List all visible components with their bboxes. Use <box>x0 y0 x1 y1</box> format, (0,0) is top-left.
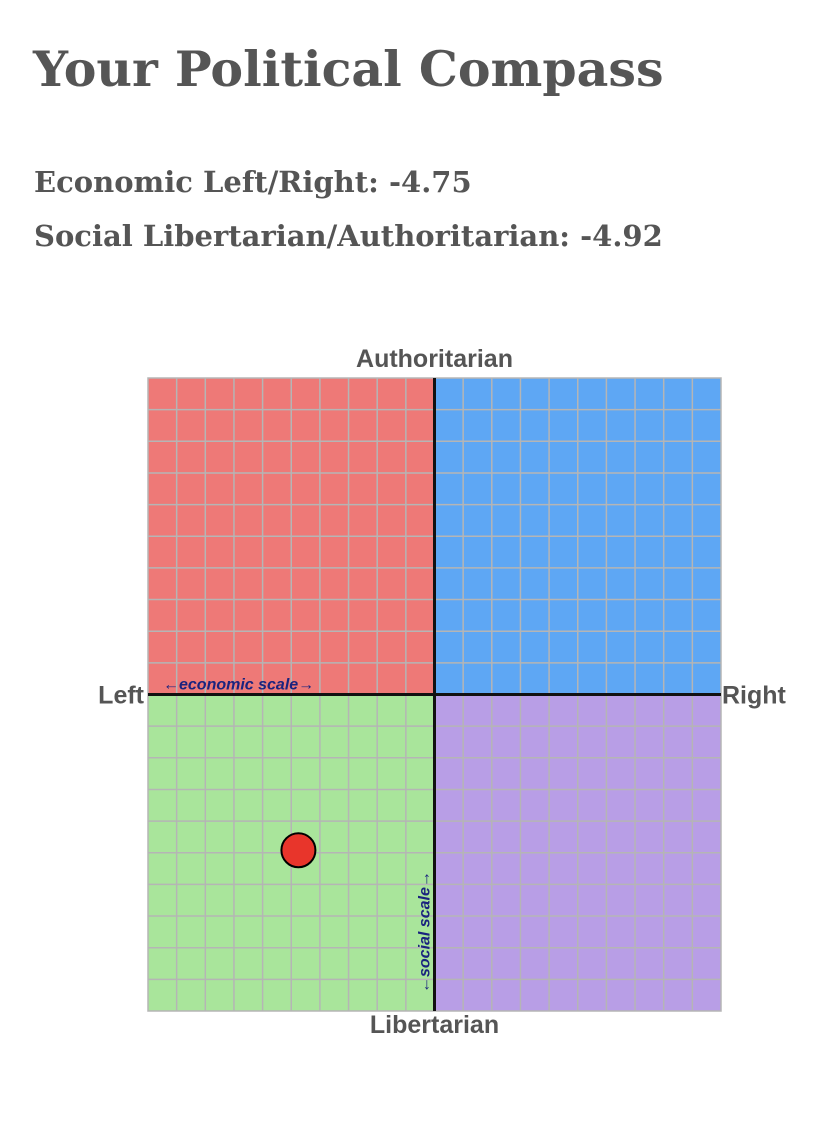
economic-score-value: -4.75 <box>388 165 472 199</box>
axis-label-left: Left <box>98 682 145 710</box>
page-title: Your Political Compass <box>33 40 664 98</box>
social-score: Social Libertarian/Authoritarian: -4.92 <box>34 214 663 258</box>
axis-label-authoritarian: Authoritarian <box>356 345 513 373</box>
economic-score-label: Economic Left/Right: <box>34 165 379 199</box>
economic-score: Economic Left/Right: -4.75 <box>34 160 472 204</box>
axis-label-right: Right <box>722 682 787 710</box>
social-scale-label: ←social scale→ <box>417 871 434 993</box>
axis-label-libertarian: Libertarian <box>370 1011 499 1039</box>
result-point-marker <box>280 832 317 869</box>
social-score-label: Social Libertarian/Authoritarian: <box>34 219 570 253</box>
economic-scale-label: ←economic scale→ <box>163 677 314 694</box>
social-score-value: -4.92 <box>580 219 663 253</box>
